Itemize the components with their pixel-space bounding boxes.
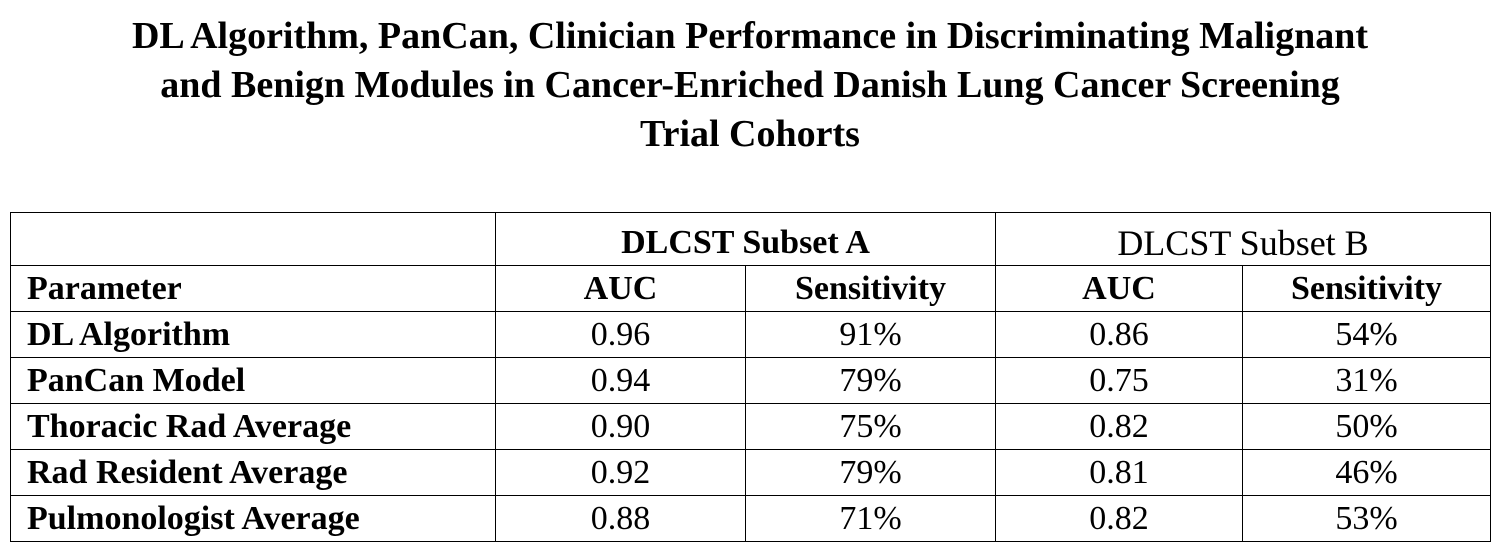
title-line-1: DL Algorithm, PanCan, Clinician Performa… (131, 15, 1369, 57)
subset-a-sensitivity-cell: 75% (745, 403, 996, 450)
group-header-row: DLCST Subset A DLCST Subset B (10, 212, 1492, 266)
group-header-subset-a: DLCST Subset A (495, 212, 996, 266)
parameter-cell: DL Algorithm (10, 311, 496, 358)
subset-a-sensitivity-cell: 79% (745, 357, 996, 404)
column-header-b-auc: AUC (995, 265, 1243, 312)
group-header-subset-b: DLCST Subset B (994, 212, 1492, 266)
table-row: Thoracic Rad Average 0.90 75% 0.82 50% (10, 403, 1492, 450)
subset-b-sensitivity-cell: 54% (1241, 311, 1492, 358)
subset-b-sensitivity-cell: 53% (1241, 495, 1492, 542)
parameter-cell: PanCan Model (10, 357, 496, 404)
subset-b-auc-cell: 0.81 (995, 449, 1243, 496)
column-header-a-auc: AUC (495, 265, 746, 312)
subset-a-sensitivity-cell: 71% (745, 495, 996, 542)
title-line-2: and Benign Modules in Cancer-Enriched Da… (160, 64, 1340, 106)
table-title: DL Algorithm, PanCan, Clinician Performa… (0, 12, 1500, 159)
empty-corner-cell (10, 212, 496, 266)
subset-a-auc-cell: 0.92 (495, 449, 746, 496)
table-row: PanCan Model 0.94 79% 0.75 31% (10, 357, 1492, 404)
subset-b-sensitivity-cell: 31% (1241, 357, 1492, 404)
subset-b-sensitivity-cell: 50% (1241, 403, 1492, 450)
table-row: Rad Resident Average 0.92 79% 0.81 46% (10, 449, 1492, 496)
subset-a-auc-cell: 0.96 (495, 311, 746, 358)
subset-a-sensitivity-cell: 79% (745, 449, 996, 496)
subset-a-auc-cell: 0.90 (495, 403, 746, 450)
parameter-cell: Rad Resident Average (10, 449, 496, 496)
table-row: Pulmonologist Average 0.88 71% 0.82 53% (10, 495, 1492, 542)
parameter-cell: Thoracic Rad Average (10, 403, 496, 450)
title-line-3: Trial Cohorts (640, 113, 860, 155)
results-table: DLCST Subset A DLCST Subset B Parameter … (10, 212, 1492, 542)
subset-b-auc-cell: 0.82 (995, 495, 1243, 542)
subset-a-sensitivity-cell: 91% (745, 311, 996, 358)
column-header-row: Parameter AUC Sensitivity AUC Sensitivit… (10, 265, 1492, 312)
subset-b-auc-cell: 0.82 (995, 403, 1243, 450)
column-header-a-sensitivity: Sensitivity (745, 265, 996, 312)
parameter-cell: Pulmonologist Average (10, 495, 496, 542)
subset-b-auc-cell: 0.86 (995, 311, 1243, 358)
subset-b-sensitivity-cell: 46% (1241, 449, 1492, 496)
subset-a-auc-cell: 0.88 (495, 495, 746, 542)
subset-b-auc-cell: 0.75 (995, 357, 1243, 404)
table-row: DL Algorithm 0.96 91% 0.86 54% (10, 311, 1492, 358)
column-header-parameter: Parameter (10, 265, 496, 312)
column-header-b-sensitivity: Sensitivity (1241, 265, 1492, 312)
subset-a-auc-cell: 0.94 (495, 357, 746, 404)
